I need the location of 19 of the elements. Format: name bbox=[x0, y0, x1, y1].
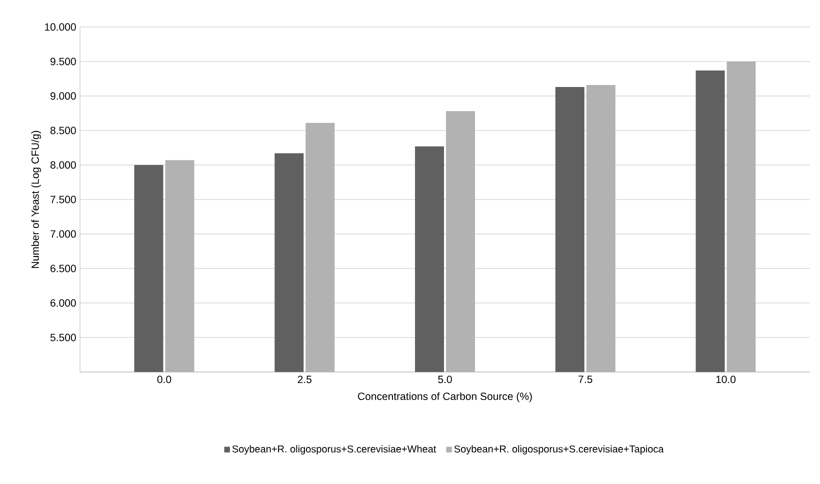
x-tick-label: 0.0 bbox=[157, 376, 172, 384]
x-tick-label: 10.0 bbox=[716, 376, 736, 384]
y-tick-label: 8.500 bbox=[50, 126, 76, 134]
x-tick-label: 2.5 bbox=[298, 376, 312, 384]
y-tick-label: 6.500 bbox=[50, 264, 76, 272]
y-tick-label: 6.000 bbox=[50, 299, 76, 307]
y-tick-label: 5.500 bbox=[50, 334, 76, 342]
legend-label: Soybean+R. oligosporus+S.cerevisiae+Wheat bbox=[232, 445, 436, 454]
y-tick-label: 9.000 bbox=[50, 92, 76, 100]
x-tick-label: 7.5 bbox=[578, 376, 592, 384]
y-axis-title: Number of Yeast (Log CFU/g) bbox=[31, 130, 41, 268]
x-axis-title: Concentrations of Carbon Source (%) bbox=[358, 392, 532, 402]
y-tick-label: 7.000 bbox=[50, 230, 76, 238]
y-tick-label: 7.500 bbox=[50, 196, 76, 204]
legend-label: Soybean+R. oligosporus+S.cerevisiae+Tapioca bbox=[454, 445, 664, 454]
x-tick-label: 5.0 bbox=[438, 376, 452, 384]
y-tick-label: 9.500 bbox=[50, 58, 76, 66]
y-tick-label: 8.000 bbox=[50, 161, 76, 169]
y-tick-label: 10.000 bbox=[44, 23, 76, 31]
